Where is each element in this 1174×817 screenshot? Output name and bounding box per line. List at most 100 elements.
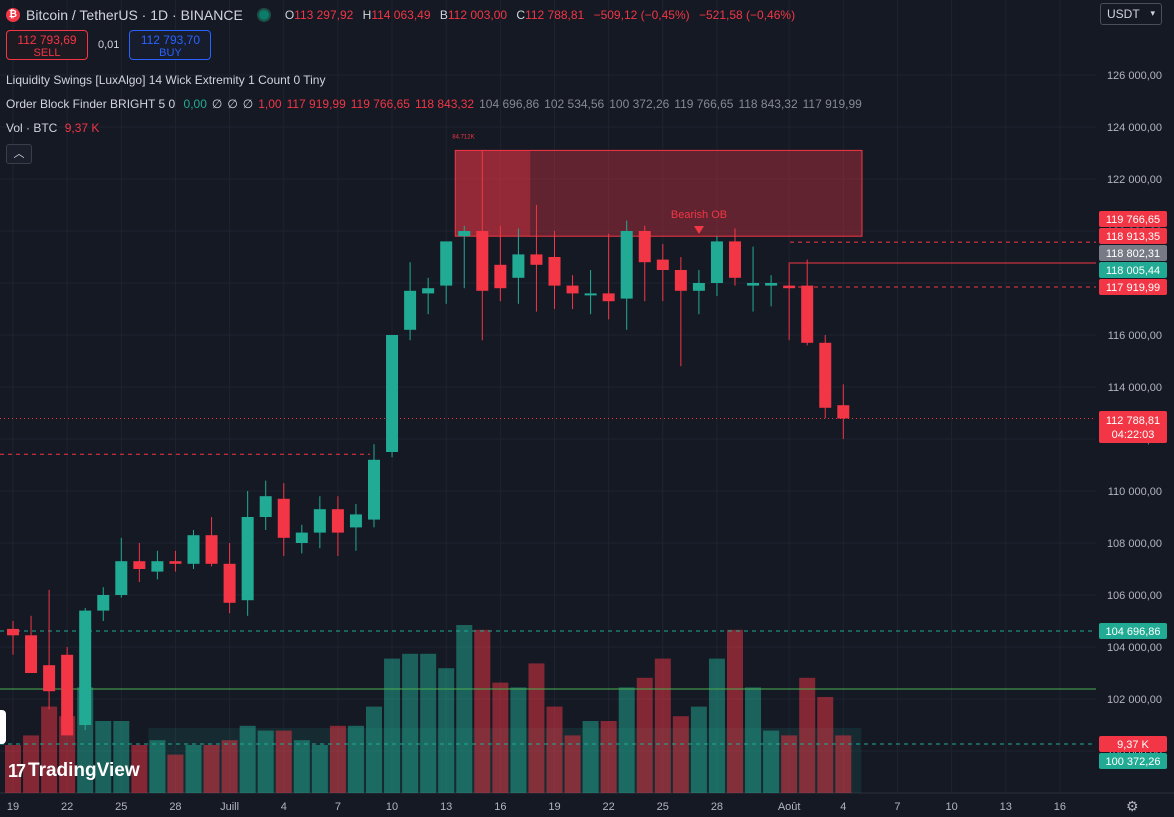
volume-tag-text: 9,37 K xyxy=(1117,739,1149,751)
side-toggle-button[interactable] xyxy=(0,710,6,744)
candle-body[interactable] xyxy=(692,283,705,291)
volume-bar xyxy=(564,735,581,793)
price-tag xyxy=(1099,245,1167,261)
time-axis[interactable] xyxy=(0,793,1096,817)
spread-value: 0,01 xyxy=(98,39,120,51)
price-tag-text: 118 913,35 xyxy=(1106,231,1160,243)
volume-indicator-legend[interactable]: Vol · BTC 9,37 K xyxy=(6,121,99,135)
candle-body[interactable] xyxy=(801,285,814,343)
collapse-legend-button[interactable]: ︿ xyxy=(6,144,32,164)
order-block-value: 104 696,86 xyxy=(479,97,540,111)
volume-bar xyxy=(275,730,292,793)
candle-body[interactable] xyxy=(530,254,543,265)
volume-bar xyxy=(745,687,762,793)
candle-body[interactable] xyxy=(349,514,362,528)
volume-bar xyxy=(528,663,545,793)
x-tick-label: 16 xyxy=(494,801,506,813)
candle-body[interactable] xyxy=(133,561,146,569)
candle-body[interactable] xyxy=(494,264,507,289)
candle-body[interactable] xyxy=(43,665,56,692)
candle-body[interactable] xyxy=(97,595,110,611)
candle-body[interactable] xyxy=(765,283,778,286)
y-tick-label: 124 000,00 xyxy=(1107,122,1162,134)
x-tick-label: 16 xyxy=(1054,801,1066,813)
candle-body[interactable] xyxy=(584,293,597,296)
x-tick-label: 25 xyxy=(115,801,127,813)
volume-value: 9,37 K xyxy=(64,121,100,135)
price-axis[interactable] xyxy=(1096,0,1174,817)
open-value: 113 297,92 xyxy=(294,8,354,22)
candle-body[interactable] xyxy=(259,496,272,517)
candle-body[interactable] xyxy=(295,532,308,543)
order-block-indicator-name: Order Block Finder BRIGHT 5 0 xyxy=(6,97,176,111)
candle-body[interactable] xyxy=(837,405,850,419)
volume-bar xyxy=(763,730,780,793)
candle-body[interactable] xyxy=(61,654,74,736)
order-block-volume-label: 84.712K xyxy=(452,134,474,140)
sell-button[interactable]: 112 793,69 SELL xyxy=(6,30,88,60)
candle-body[interactable] xyxy=(331,509,344,533)
order-block-value: 100 372,26 xyxy=(609,97,670,111)
order-block-value: 118 843,32 xyxy=(738,97,798,111)
bearish-ob-label: Bearish OB xyxy=(671,209,727,221)
candle-body[interactable] xyxy=(783,285,796,289)
candle-body[interactable] xyxy=(656,259,669,270)
candle-body[interactable] xyxy=(79,610,92,725)
currency-select[interactable]: USDT ▾ xyxy=(1100,3,1162,25)
buy-button[interactable]: 112 793,70 BUY xyxy=(129,30,212,60)
candle-body[interactable] xyxy=(476,231,489,291)
candle-body[interactable] xyxy=(620,231,633,299)
candle-body[interactable] xyxy=(313,509,326,533)
volume-bar xyxy=(59,716,76,793)
liquidity-indicator-legend[interactable]: Liquidity Swings [LuxAlgo] 14 Wick Extre… xyxy=(6,73,326,87)
candle-body[interactable] xyxy=(277,498,290,538)
close-value: 112 788,81 xyxy=(525,8,585,22)
y-tick-label: 116 000,00 xyxy=(1108,330,1162,342)
candle-body[interactable] xyxy=(458,231,471,237)
price-tag xyxy=(1099,228,1167,244)
market-status-icon[interactable] xyxy=(256,8,271,22)
y-tick-label: 126 000,00 xyxy=(1107,70,1162,82)
candle-body[interactable] xyxy=(7,628,19,636)
candle-body[interactable] xyxy=(710,241,723,283)
candle-body[interactable] xyxy=(566,285,579,294)
candle-body[interactable] xyxy=(241,517,254,601)
order-block-indicator-legend[interactable]: Order Block Finder BRIGHT 5 0 0,00 ∅ ∅ ∅ 1,0… xyxy=(6,97,862,111)
candle-body[interactable] xyxy=(602,293,615,302)
x-tick-label: 4 xyxy=(281,801,287,813)
symbol-title[interactable]: Bitcoin / TetherUS · 1D · BINANCE xyxy=(26,7,243,23)
volume-bar xyxy=(257,730,274,793)
tradingview-logo: 17 TradingView xyxy=(8,760,140,782)
candle-body[interactable] xyxy=(674,270,687,291)
candle-body[interactable] xyxy=(422,288,435,294)
candle-body[interactable] xyxy=(404,290,417,330)
order-block-value: 0,00 xyxy=(183,97,207,111)
candle-body[interactable] xyxy=(747,283,760,286)
candle-body[interactable] xyxy=(187,535,200,564)
candle-body[interactable] xyxy=(386,335,399,452)
candle-body[interactable] xyxy=(115,561,128,595)
candle-body[interactable] xyxy=(729,241,741,278)
candle-body[interactable] xyxy=(440,241,453,286)
countdown-text: 04:22:03 xyxy=(1112,429,1155,441)
candle-body[interactable] xyxy=(205,535,218,564)
candle-body[interactable] xyxy=(638,231,651,263)
buy-price: 112 793,70 xyxy=(140,33,200,47)
volume-bar xyxy=(347,725,364,793)
volume-bar xyxy=(799,677,816,793)
candle-body[interactable] xyxy=(169,561,182,564)
candle-body[interactable] xyxy=(151,561,164,572)
candle-body[interactable] xyxy=(819,342,832,408)
candle-body[interactable] xyxy=(25,635,38,673)
candle-body[interactable] xyxy=(512,254,525,278)
candle-body[interactable] xyxy=(368,459,380,520)
last-price-tag xyxy=(1099,411,1167,443)
volume-bar xyxy=(474,629,491,793)
candle-body[interactable] xyxy=(223,563,236,603)
x-tick-label: Août xyxy=(778,801,801,813)
x-tick-label: Juill xyxy=(220,801,239,813)
gear-icon[interactable]: ⚙ xyxy=(1126,798,1139,814)
candle-body[interactable] xyxy=(548,257,561,286)
volume-bar xyxy=(113,721,130,793)
